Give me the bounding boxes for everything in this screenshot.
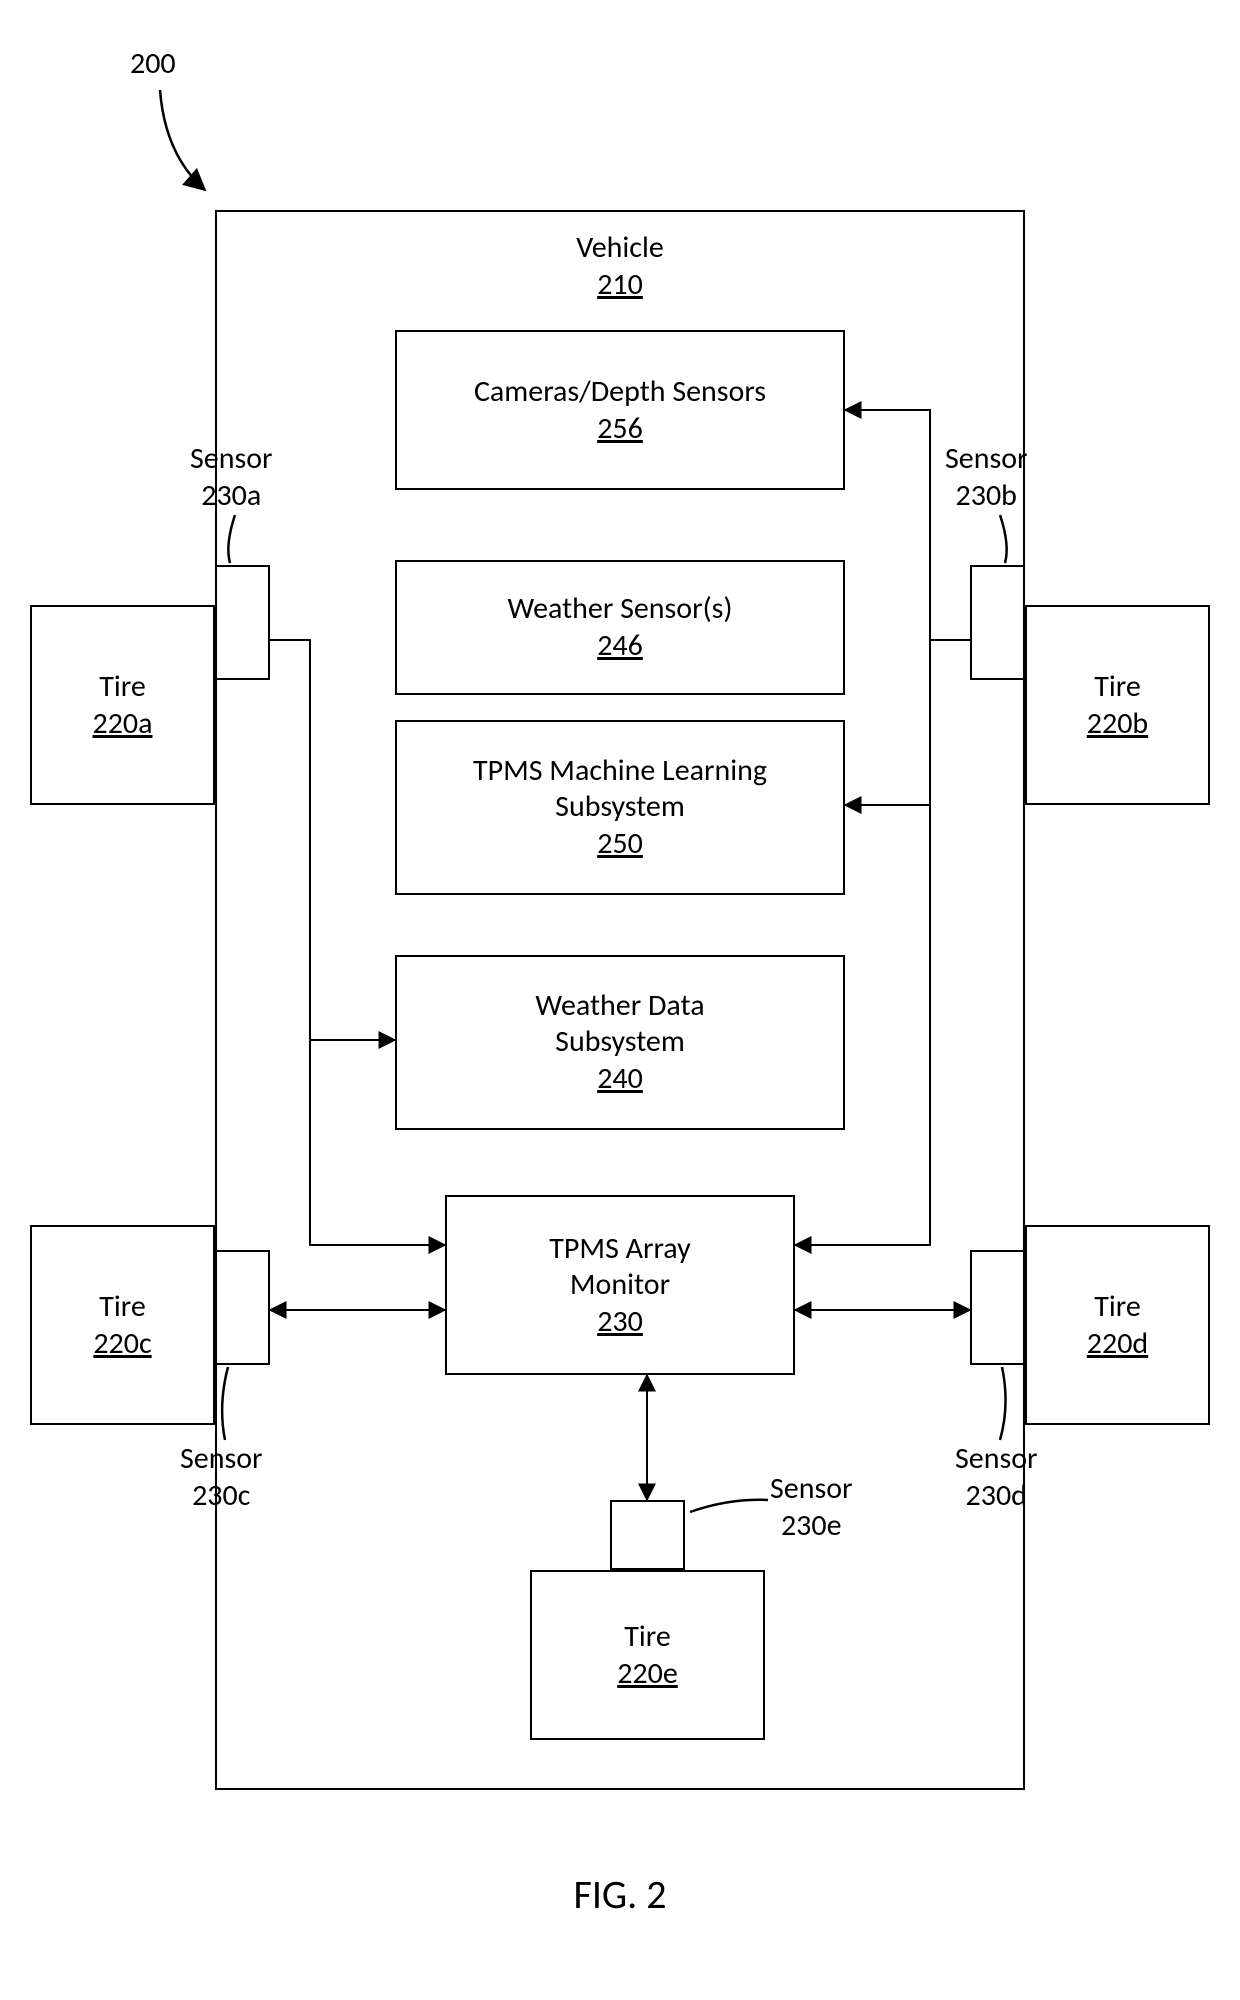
weather-data-box: Weather Data Subsystem 240 (395, 955, 845, 1130)
ref-200-lead (160, 90, 205, 190)
cameras-number: 256 (597, 410, 643, 447)
sensor-a-number: 230a (190, 477, 273, 514)
tire-c-number: 220c (93, 1325, 151, 1362)
figure-caption: FIG. 2 (573, 1870, 666, 1919)
cameras-label: Cameras/Depth Sensors (474, 374, 766, 410)
sensor-e-number: 230e (770, 1507, 853, 1544)
weather-sensors-box: Weather Sensor(s) 246 (395, 560, 845, 695)
sensor-a-label-group: Sensor 230a (190, 440, 273, 514)
sensor-d-label-group: Sensor 230d (955, 1440, 1038, 1514)
tire-e-box: Tire 220e (530, 1570, 765, 1740)
tire-a-box: Tire 220a (30, 605, 215, 805)
sensor-b-box (970, 565, 1025, 680)
tpms-ml-label: TPMS Machine Learning Subsystem (473, 753, 767, 825)
weather-sensors-label: Weather Sensor(s) (508, 591, 733, 627)
tire-d-number: 220d (1087, 1325, 1148, 1362)
vehicle-number: 210 (597, 266, 643, 303)
sensor-c-number: 230c (180, 1477, 263, 1514)
tpms-ml-box: TPMS Machine Learning Subsystem 250 (395, 720, 845, 895)
tpms-monitor-number: 230 (597, 1303, 643, 1340)
sensor-b-label: Sensor (945, 440, 1028, 477)
sensor-e-label: Sensor (770, 1470, 853, 1507)
figure-ref-number: 200 (130, 45, 176, 82)
weather-data-label: Weather Data Subsystem (535, 988, 704, 1060)
tire-a-label: Tire (99, 669, 146, 705)
weather-sensors-number: 246 (597, 627, 643, 664)
tire-b-box: Tire 220b (1025, 605, 1210, 805)
tpms-ml-number: 250 (597, 825, 643, 862)
sensor-c-label: Sensor (180, 1440, 263, 1477)
tire-e-label: Tire (624, 1619, 671, 1655)
tire-d-box: Tire 220d (1025, 1225, 1210, 1425)
cameras-box: Cameras/Depth Sensors 256 (395, 330, 845, 490)
sensor-c-label-group: Sensor 230c (180, 1440, 263, 1514)
tire-a-number: 220a (93, 705, 153, 742)
sensor-a-box (215, 565, 270, 680)
sensor-d-label: Sensor (955, 1440, 1038, 1477)
weather-data-number: 240 (597, 1060, 643, 1097)
tire-d-label: Tire (1094, 1289, 1141, 1325)
sensor-d-box (970, 1250, 1025, 1365)
tire-c-box: Tire 220c (30, 1225, 215, 1425)
sensor-e-box (610, 1500, 685, 1570)
tire-b-label: Tire (1094, 669, 1141, 705)
tire-b-number: 220b (1087, 705, 1148, 742)
sensor-d-number: 230d (955, 1477, 1038, 1514)
tpms-monitor-box: TPMS Array Monitor 230 (445, 1195, 795, 1375)
sensor-a-label: Sensor (190, 440, 273, 477)
tpms-monitor-label: TPMS Array Monitor (549, 1231, 690, 1303)
sensor-e-label-group: Sensor 230e (770, 1470, 853, 1544)
sensor-b-number: 230b (945, 477, 1028, 514)
sensor-c-box (215, 1250, 270, 1365)
vehicle-label: Vehicle (576, 230, 664, 266)
tire-c-label: Tire (99, 1289, 146, 1325)
tire-e-number: 220e (617, 1655, 678, 1692)
sensor-b-label-group: Sensor 230b (945, 440, 1028, 514)
